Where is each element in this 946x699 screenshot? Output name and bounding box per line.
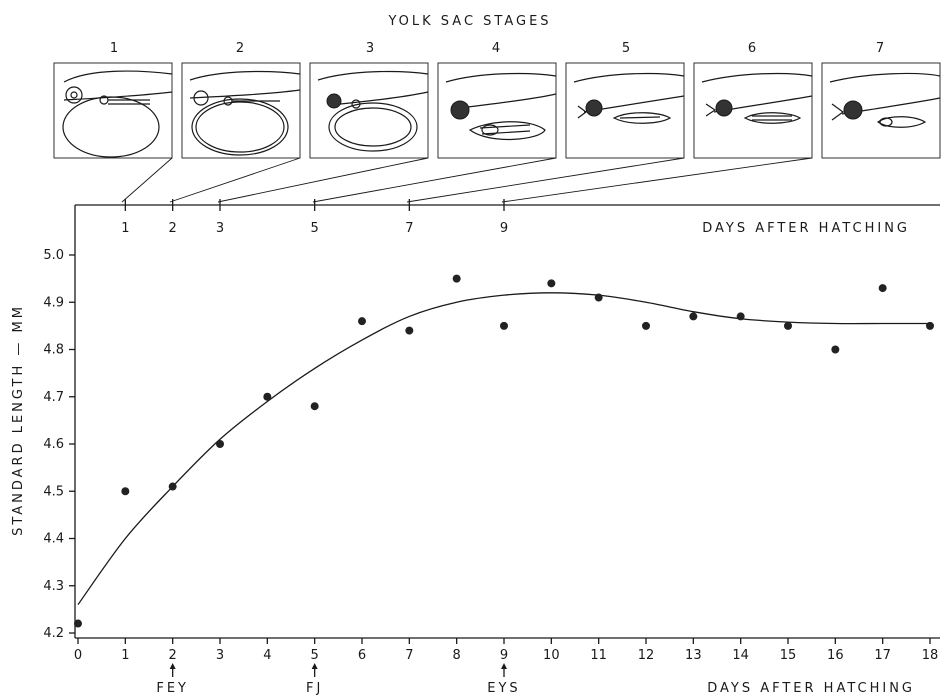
x-tick-label: 2 (169, 648, 177, 663)
y-tick-label: 4.8 (43, 343, 64, 358)
x-tick-label: 9 (500, 648, 508, 663)
data-point (594, 293, 603, 302)
event-label: EYS (487, 681, 520, 696)
x-tick-label: 1 (121, 648, 129, 663)
y-tick-label: 4.2 (43, 626, 64, 641)
y-tick-label: 4.5 (43, 484, 64, 499)
top-day-axis: 1 2 3 5 7 9 DAYS AFTER HATCHING (75, 199, 940, 236)
stage-label-4: 4 (492, 41, 500, 56)
x-tick-label: 0 (74, 648, 82, 663)
data-point (74, 619, 82, 628)
stage-label-7: 7 (876, 41, 884, 56)
y-tick-label: 4.9 (43, 295, 64, 310)
stage-panel-3 (309, 62, 429, 159)
fitted-curve (77, 292, 930, 606)
stage-label-6: 6 (748, 41, 756, 56)
x-axis: 0 1 2 3 4 5 6 7 8 9 10 11 12 13 14 15 16 17 18 (74, 638, 938, 663)
x-tick-label: 6 (358, 648, 366, 663)
stage-panel-6 (693, 62, 813, 159)
stage-label-2: 2 (236, 41, 244, 56)
event-arrowhead (311, 663, 318, 669)
stage-label-1: 1 (110, 41, 118, 56)
stage-label-5: 5 (622, 41, 630, 56)
event-arrowhead (169, 663, 176, 669)
x-tick-label: 11 (590, 648, 607, 663)
stage-panel-7 (821, 62, 941, 159)
data-point (500, 321, 508, 330)
x-axis-label: DAYS AFTER HATCHING (707, 681, 915, 696)
top-tick-label: 2 (169, 221, 177, 236)
top-tick-label: 9 (500, 221, 508, 236)
data-point (216, 440, 224, 448)
top-tick-label: 7 (405, 221, 413, 236)
x-tick-label: 3 (216, 648, 224, 663)
stage-labels: 1 2 3 4 5 6 7 (110, 41, 884, 56)
y-tick-label: 4.4 (43, 532, 64, 547)
x-tick-label: 18 (922, 648, 939, 663)
chart-title: YOLK SAC STAGES (387, 14, 551, 29)
stage-leader-lines (121, 157, 813, 203)
data-point (689, 312, 698, 321)
top-tick-label: 5 (311, 221, 319, 236)
x-tick-label: 17 (874, 648, 891, 663)
event-arrowhead (501, 663, 507, 669)
data-point (405, 326, 414, 335)
stage-panel-5 (565, 62, 685, 159)
data-point (831, 345, 840, 354)
y-tick-label: 4.6 (43, 437, 64, 452)
stage-panel-1 (53, 62, 173, 159)
data-point (642, 321, 650, 330)
y-axis-label: STANDARD LENGTH — MM (11, 304, 26, 536)
data-point (926, 321, 934, 330)
data-point (784, 321, 792, 330)
data-point (121, 487, 130, 496)
y-tick-label: 4.7 (43, 390, 64, 405)
x-tick-label: 13 (685, 648, 702, 663)
data-point (452, 274, 461, 283)
stage-panel-2 (181, 62, 301, 159)
data-point (878, 284, 887, 293)
x-tick-label: 7 (405, 648, 413, 663)
x-tick-label: 8 (453, 648, 461, 663)
x-tick-label: 4 (263, 648, 271, 663)
x-tick-label: 10 (543, 648, 560, 663)
data-point (358, 317, 366, 326)
stage-label-3: 3 (366, 41, 374, 56)
data-point (310, 402, 319, 411)
plot-frame (74, 205, 940, 639)
x-tick-label: 15 (780, 648, 797, 663)
top-tick-label: 1 (121, 221, 129, 236)
event-label: FJ (306, 681, 323, 696)
event-markers: FEY FJ EYS (156, 663, 520, 696)
top-tick-label: 3 (216, 221, 224, 236)
event-label: FEY (156, 681, 189, 696)
data-points (74, 274, 934, 628)
x-tick-label: 12 (638, 648, 655, 663)
data-point (263, 392, 272, 401)
y-axis: 4.2 4.3 4.4 4.5 4.6 4.7 4.8 4.9 5.0 (43, 248, 75, 641)
y-tick-label: 4.3 (43, 579, 64, 594)
x-tick-label: 14 (732, 648, 749, 663)
data-point (168, 482, 177, 491)
stage-panel-4 (437, 62, 557, 159)
x-tick-label: 16 (827, 648, 844, 663)
x-tick-label: 5 (311, 648, 319, 663)
data-point (736, 312, 745, 321)
top-axis-label: DAYS AFTER HATCHING (702, 221, 910, 236)
data-point (547, 279, 556, 288)
y-tick-label: 5.0 (43, 248, 64, 263)
